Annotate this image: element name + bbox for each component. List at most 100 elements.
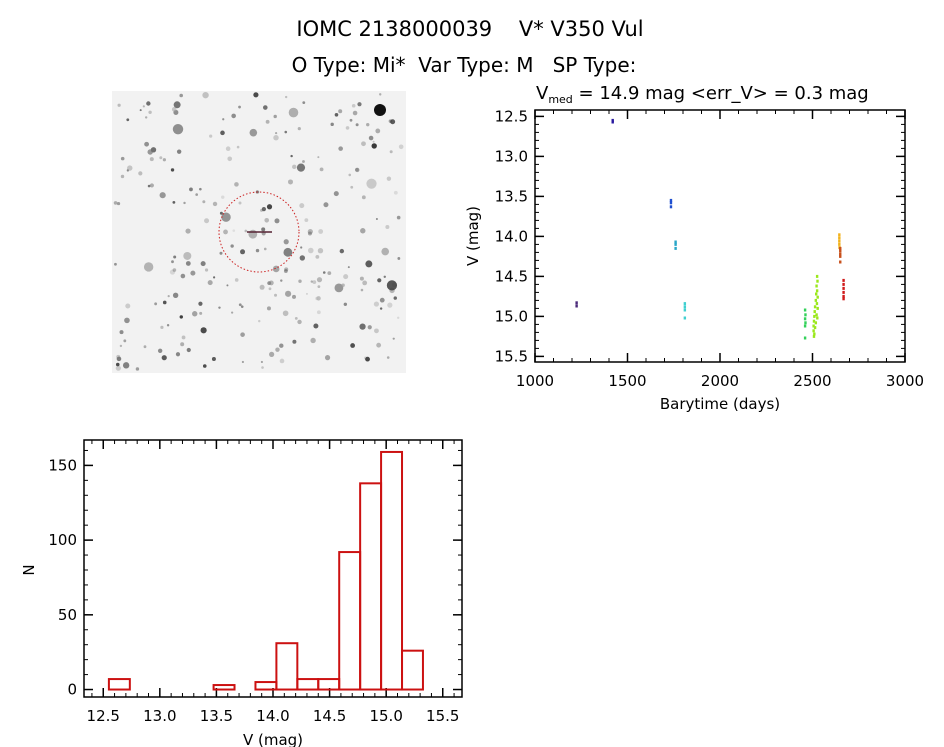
star xyxy=(161,355,167,361)
star xyxy=(157,348,163,353)
star xyxy=(231,311,234,314)
data-point xyxy=(683,316,687,320)
star xyxy=(170,168,175,172)
star xyxy=(298,279,302,283)
light-curve-xlabel: Barytime (days) xyxy=(660,395,780,413)
star xyxy=(199,187,202,191)
data-point xyxy=(814,298,818,302)
star xyxy=(266,204,273,210)
star xyxy=(154,302,158,306)
star xyxy=(183,201,186,205)
star xyxy=(142,105,145,108)
star xyxy=(316,277,323,283)
star xyxy=(338,109,343,114)
star xyxy=(302,160,305,163)
star xyxy=(350,343,356,348)
light-curve-x-tick-label: 2000 xyxy=(701,372,739,390)
star xyxy=(284,130,288,134)
star xyxy=(207,280,213,286)
star xyxy=(143,345,147,349)
sky-thumbnail xyxy=(112,91,406,373)
star xyxy=(366,178,377,189)
star xyxy=(236,145,240,149)
star xyxy=(211,356,216,361)
star xyxy=(114,262,117,266)
histogram-plot: V (mag) N 12.5 13.0 13.5 14.0 14.5 15.0 15.5 0 5… xyxy=(20,439,463,747)
star xyxy=(179,315,183,319)
light-curve-y-tick-label: 15.0 xyxy=(495,307,528,325)
star xyxy=(292,339,297,344)
light-curve-x-tick-label: 1000 xyxy=(516,372,554,390)
star xyxy=(398,144,404,150)
light-curve-x-tick-label: 2500 xyxy=(793,372,831,390)
star xyxy=(310,337,316,344)
data-point xyxy=(815,313,818,317)
star xyxy=(323,202,329,208)
histogram-x-tick-label: 13.5 xyxy=(200,707,233,725)
star xyxy=(144,116,148,119)
star xyxy=(392,337,395,340)
star xyxy=(159,192,166,199)
star xyxy=(365,260,373,268)
data-point xyxy=(816,316,819,320)
star xyxy=(268,287,272,291)
histogram-x-tick-label: 14.0 xyxy=(256,707,289,725)
star xyxy=(367,325,372,330)
star xyxy=(310,280,313,283)
star xyxy=(212,201,218,207)
star xyxy=(195,193,198,196)
star xyxy=(113,201,118,205)
histogram-xlabel: V (mag) xyxy=(243,731,303,747)
star xyxy=(227,156,233,162)
star xyxy=(317,248,324,254)
star xyxy=(135,367,140,371)
data-point xyxy=(669,201,673,205)
star xyxy=(273,114,277,119)
star xyxy=(149,183,154,188)
star xyxy=(297,319,302,325)
star xyxy=(396,316,400,319)
data-point xyxy=(813,332,816,336)
star xyxy=(362,280,368,286)
histogram-x-tick-label: 15.0 xyxy=(369,707,402,725)
star xyxy=(192,311,198,317)
star xyxy=(202,364,207,368)
star xyxy=(221,212,231,222)
star xyxy=(234,182,239,187)
star xyxy=(282,310,289,317)
data-point xyxy=(683,302,687,306)
star xyxy=(381,247,390,256)
star xyxy=(379,307,383,310)
histogram-bar xyxy=(212,684,236,691)
data-point xyxy=(838,239,841,243)
star xyxy=(284,267,289,272)
data-point xyxy=(816,295,819,299)
light-curve-y-tick-label: 13.5 xyxy=(495,187,528,205)
histogram-bar xyxy=(317,678,341,691)
star xyxy=(283,247,293,257)
star xyxy=(316,310,321,315)
histogram-y-tick-label: 50 xyxy=(58,606,77,624)
star xyxy=(166,324,170,327)
data-point xyxy=(814,321,818,325)
star xyxy=(253,92,259,98)
data-point xyxy=(838,233,841,237)
star xyxy=(119,330,124,335)
star xyxy=(361,195,366,200)
data-point xyxy=(813,305,817,309)
star xyxy=(183,251,192,260)
star xyxy=(160,325,164,329)
star-field xyxy=(113,91,404,371)
star xyxy=(221,195,225,199)
star xyxy=(185,261,191,266)
star xyxy=(138,171,143,176)
star xyxy=(218,306,221,309)
star xyxy=(180,342,185,347)
star xyxy=(287,179,293,185)
star xyxy=(238,201,242,205)
star xyxy=(379,93,382,96)
star xyxy=(116,201,121,206)
star xyxy=(373,301,380,307)
star xyxy=(259,284,265,290)
star xyxy=(120,174,125,179)
